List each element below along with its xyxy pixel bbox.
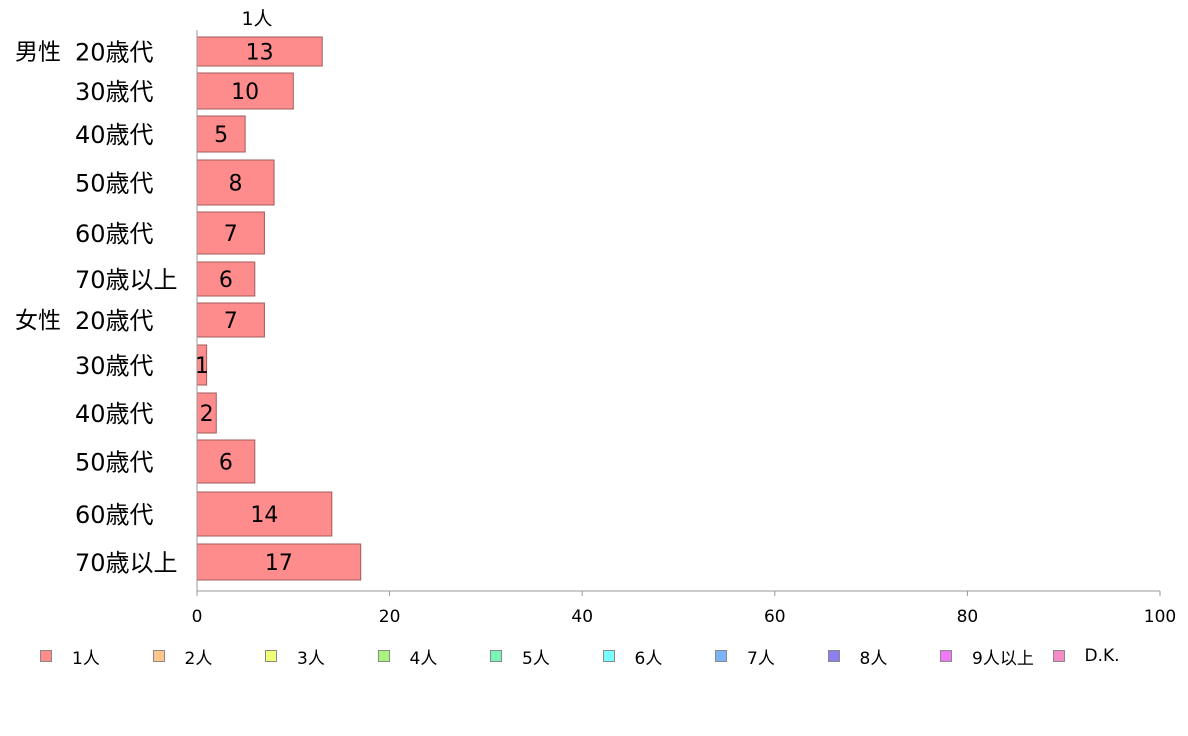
legend-label: 6人	[634, 648, 663, 669]
bar-value-label: 6	[219, 268, 233, 293]
group-label: 男性	[15, 40, 61, 66]
bar	[196, 72, 294, 110]
legend-label: D.K.	[1084, 646, 1120, 666]
bar	[196, 115, 246, 153]
legend-label: 1人	[72, 648, 100, 669]
legend: 1人 2人 3人 4人 5人 6人 7人 8人 9人以上 D.K.	[40, 645, 1180, 669]
x-tick-label: 60	[764, 607, 786, 627]
bar-value-label: 10	[231, 80, 259, 105]
legend-item: D.K.	[1052, 645, 1120, 667]
group-label: 女性	[15, 308, 61, 334]
bar	[196, 302, 265, 338]
bar	[196, 543, 362, 581]
legend-label: 2人	[184, 648, 213, 669]
legend-label: 3人	[297, 648, 325, 669]
legend-swatch	[490, 650, 502, 662]
bar-value-label: 5	[214, 123, 228, 148]
bar-value-label: 6	[219, 451, 233, 476]
bar	[196, 211, 265, 255]
legend-swatch	[152, 650, 165, 662]
row-label: 30歳代	[75, 352, 154, 380]
legend-item: 1人	[40, 645, 100, 669]
row-label: 60歳代	[75, 220, 154, 248]
bar-value-label: 7	[224, 222, 238, 247]
legend-swatch	[940, 650, 952, 662]
row-label: 40歳代	[75, 400, 154, 428]
row-label: 50歳代	[75, 170, 154, 198]
legend-swatch	[1052, 650, 1065, 662]
legend-item: 9人以上	[940, 645, 1034, 669]
column-header: 1人	[241, 8, 272, 30]
bar-value-label: 1	[195, 354, 209, 379]
legend-item: 2人	[152, 645, 213, 669]
bar	[196, 491, 333, 537]
row-label: 20歳代	[75, 307, 154, 335]
bar-value-label: 14	[250, 503, 278, 528]
bar	[196, 159, 275, 206]
legend-swatch	[715, 650, 727, 662]
legend-item: 8人	[827, 645, 888, 669]
legend-label: 8人	[859, 648, 888, 669]
bar	[196, 36, 323, 67]
bar-value-label: 2	[200, 402, 214, 427]
x-tick-label: 0	[192, 607, 203, 627]
legend-item: 5人	[490, 645, 550, 669]
x-tick-label: 80	[957, 607, 979, 627]
row-label: 70歳以上	[75, 266, 178, 294]
bar-value-label: 13	[246, 41, 274, 66]
x-tick-label: 40	[571, 607, 593, 627]
bar-value-label: 17	[265, 551, 293, 576]
legend-label: 9人以上	[972, 648, 1034, 669]
x-tick-label: 20	[379, 607, 401, 627]
legend-item: 4人	[377, 645, 438, 669]
legend-swatch	[40, 650, 52, 662]
legend-label: 4人	[409, 648, 438, 669]
row-label: 30歳代	[75, 78, 154, 106]
legend-item: 7人	[715, 645, 775, 669]
legend-item: 6人	[602, 645, 663, 669]
legend-label: 5人	[522, 648, 550, 669]
row-label: 70歳以上	[75, 549, 178, 577]
row-label: 50歳代	[75, 449, 154, 477]
bar	[196, 439, 256, 484]
row-label: 20歳代	[75, 39, 154, 67]
legend-item: 3人	[265, 645, 325, 669]
row-label: 60歳代	[75, 501, 154, 529]
legend-label: 7人	[747, 648, 775, 669]
bar-value-label: 8	[229, 172, 243, 197]
legend-swatch	[602, 650, 615, 662]
legend-swatch	[265, 650, 277, 662]
bar-value-label: 7	[224, 309, 238, 334]
legend-swatch	[827, 650, 840, 662]
x-axis: 0 20 40 60 80 100	[192, 30, 1176, 627]
x-tick-label: 100	[1144, 607, 1176, 627]
row-label: 40歳代	[75, 121, 154, 149]
legend-swatch	[377, 650, 390, 662]
